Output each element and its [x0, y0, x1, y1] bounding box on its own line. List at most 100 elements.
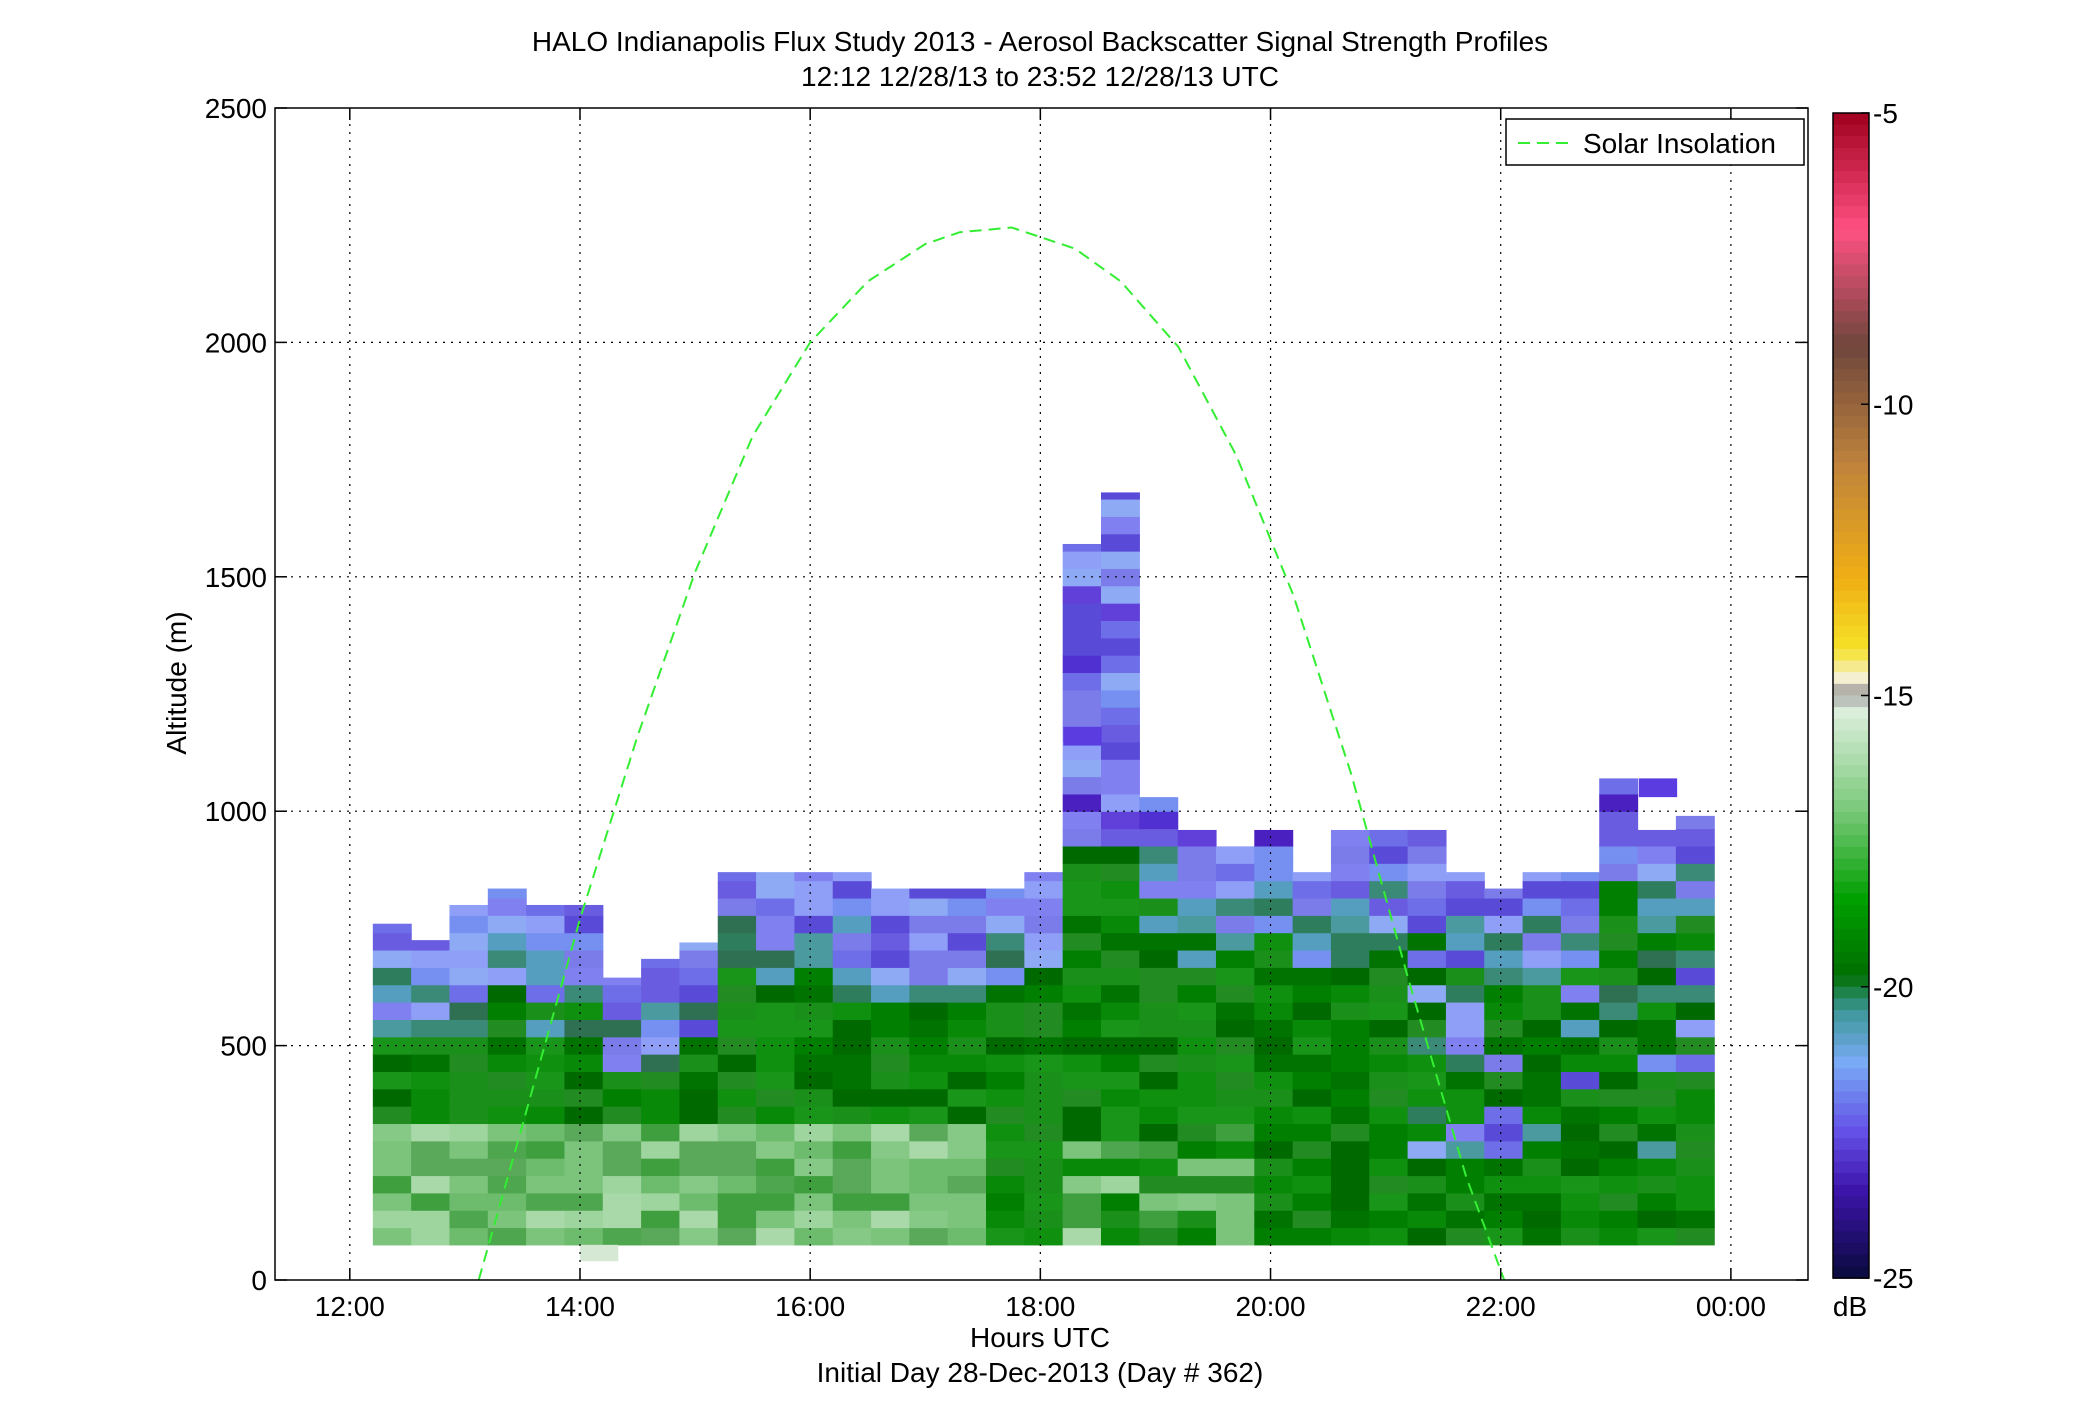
colorbar-tick-label: -15 — [1873, 681, 1913, 712]
heatmap-cell — [449, 904, 489, 916]
heatmap-cell — [1522, 1054, 1562, 1072]
heatmap-cell — [1101, 585, 1140, 604]
heatmap-cell — [1101, 828, 1140, 847]
colorbar-swatch — [1833, 474, 1869, 487]
heatmap-cell — [832, 1227, 872, 1246]
colorbar-swatch — [1833, 147, 1869, 161]
heatmap-cell — [1484, 1071, 1524, 1090]
heatmap-cell — [1101, 1210, 1140, 1229]
heatmap-cell — [1599, 1071, 1639, 1090]
heatmap-cell — [1330, 915, 1370, 934]
heatmap-cell — [1637, 1158, 1677, 1177]
heatmap-cell — [986, 888, 1025, 899]
heatmap-cell — [526, 1071, 566, 1090]
heatmap-cell — [1177, 845, 1217, 864]
heatmap-cell — [1522, 1106, 1562, 1125]
heatmap-cell — [1445, 1123, 1485, 1142]
colorbar-swatch — [1833, 485, 1869, 499]
heatmap-cell — [717, 1036, 757, 1055]
heatmap-cell — [986, 949, 1025, 968]
heatmap-cell — [1024, 1071, 1064, 1090]
heatmap-cell — [947, 1002, 987, 1020]
heatmap-cell — [794, 984, 834, 1003]
colorbar-swatch — [1833, 1149, 1869, 1163]
heatmap-cell — [1560, 1227, 1600, 1246]
heatmap-cell — [1599, 915, 1639, 934]
heatmap-cell — [1062, 1054, 1102, 1072]
heatmap-cell — [1560, 1158, 1600, 1177]
colorbar-swatch — [1833, 509, 1869, 522]
heatmap-cell — [1599, 1019, 1639, 1038]
heatmap-cell — [1369, 1019, 1409, 1038]
heatmap-cell — [449, 1106, 489, 1125]
heatmap-cell — [1062, 1227, 1102, 1246]
heatmap-cell — [449, 1192, 489, 1211]
heatmap-cell — [1139, 811, 1179, 830]
heatmap-cell — [1292, 880, 1332, 899]
heatmap-cell — [1177, 1210, 1217, 1229]
heatmap-cell — [1560, 1192, 1600, 1211]
heatmap-cell — [1599, 1054, 1639, 1072]
heatmap-cell — [487, 1210, 527, 1229]
heatmap-cell — [1369, 1175, 1409, 1194]
heatmap-cell — [411, 1140, 451, 1159]
heatmap-cell — [1177, 1192, 1217, 1211]
heatmap-cell — [564, 1227, 604, 1246]
heatmap-cell — [871, 1210, 910, 1229]
heatmap-cell — [986, 1123, 1025, 1142]
heatmap-cell — [1599, 1192, 1639, 1211]
colorbar-swatch — [1833, 113, 1869, 126]
colorbar-swatch — [1833, 544, 1869, 557]
heatmap-cell — [1484, 1210, 1524, 1229]
heatmap-cell — [1484, 1158, 1524, 1177]
heatmap-cell — [1062, 637, 1102, 656]
heatmap-cell — [1177, 932, 1217, 951]
colorbar-swatch — [1833, 707, 1869, 720]
heatmap-cell — [909, 1019, 949, 1038]
heatmap-cell — [602, 1192, 642, 1211]
heatmap-cell — [641, 967, 681, 986]
heatmap-cell — [602, 1002, 642, 1020]
heatmap-cell — [1637, 915, 1677, 934]
heatmap-cell — [1407, 984, 1447, 1003]
colorbar-swatch — [1833, 742, 1869, 755]
legend-box — [1505, 118, 1805, 166]
heatmap-cell — [832, 1123, 872, 1142]
heatmap-cell — [1407, 932, 1447, 951]
heatmap-cell — [1407, 967, 1447, 986]
heatmap-cell — [1292, 1227, 1332, 1246]
heatmap-cell — [1637, 967, 1677, 986]
heatmap-cell — [1445, 1227, 1485, 1246]
heatmap-cell — [1062, 845, 1102, 864]
heatmap-cell — [1292, 1175, 1332, 1194]
heatmap-cell — [986, 1054, 1025, 1072]
heatmap-cell — [1101, 655, 1140, 674]
heatmap-cell — [986, 1227, 1025, 1246]
heatmap-cell — [909, 1123, 949, 1142]
heatmap-cell — [1330, 1036, 1370, 1055]
heatmap-cell — [1101, 845, 1140, 864]
heatmap-cell — [1675, 828, 1715, 847]
heatmap-cell — [1101, 620, 1140, 639]
heatmap-cell — [1024, 984, 1064, 1003]
heatmap-cell — [411, 1106, 451, 1125]
heatmap-cell — [756, 1192, 796, 1211]
heatmap-cell — [832, 1192, 872, 1211]
colorbar-swatch — [1833, 311, 1869, 324]
heatmap-cell — [1407, 829, 1447, 847]
colorbar-swatch — [1833, 916, 1869, 930]
heatmap-cell — [641, 1140, 681, 1159]
heatmap-cell — [564, 1019, 604, 1038]
heatmap-cell — [679, 1106, 719, 1125]
heatmap-cell — [1484, 932, 1524, 951]
colorbar-swatch — [1833, 905, 1869, 918]
heatmap-cell — [794, 915, 834, 934]
heatmap-cell — [1254, 1036, 1294, 1055]
heatmap-cell — [564, 967, 604, 986]
heatmap-cell — [1484, 1192, 1524, 1211]
heatmap-cell — [564, 984, 604, 1003]
heatmap-cell — [1637, 880, 1677, 899]
heatmap-cell — [1254, 915, 1294, 934]
heatmap-cell — [1139, 880, 1179, 899]
heatmap-cell — [1101, 1227, 1140, 1246]
